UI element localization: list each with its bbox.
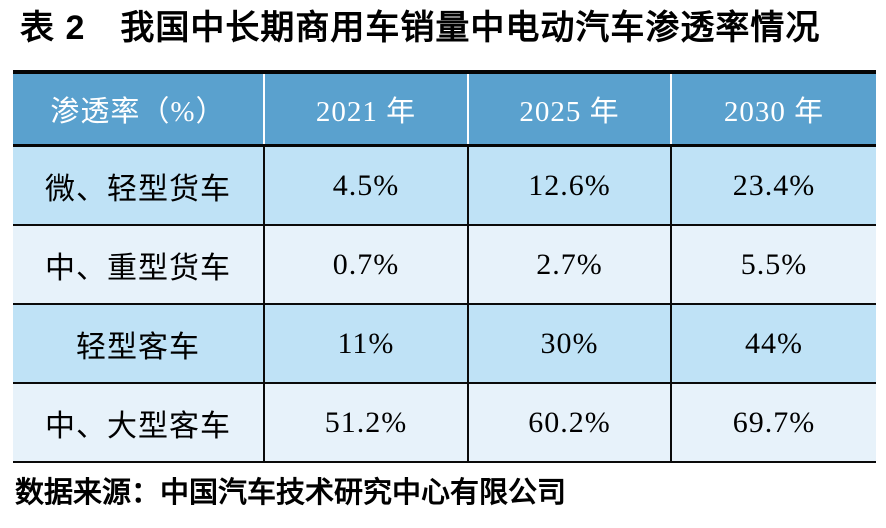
cell-value-2021: 11% (263, 305, 467, 382)
cell-value-2021: 0.7% (263, 226, 467, 303)
cell-value-2030: 23.4% (670, 147, 876, 224)
cell-category: 微、轻型货车 (45, 172, 231, 206)
table-caption: 表 2 我国中长期商用车销量中电动汽车渗透率情况 (20, 9, 821, 47)
cell-category: 轻型客车 (76, 330, 200, 364)
header-cell-2025: 2025 年 (467, 74, 670, 144)
table-row-medium-heavy-trucks: 中、重型货车 0.7% 2.7% 5.5% (13, 226, 876, 305)
cell-value-2021: 4.5% (263, 147, 467, 224)
cell-value-2030: 69.7% (670, 384, 876, 461)
cell-value-2030: 5.5% (670, 226, 876, 303)
cell-value-2021: 51.2% (263, 384, 467, 461)
header-cell-2021: 2021 年 (263, 74, 467, 144)
cell-value-2025: 60.2% (467, 384, 670, 461)
penetration-rate-table: 渗透率（%） 2021 年 2025 年 2030 年 微、轻型货车 4.5% … (13, 70, 876, 463)
cell-value-2030: 44% (670, 305, 876, 382)
table-row-micro-light-trucks: 微、轻型货车 4.5% 12.6% 23.4% (13, 147, 876, 226)
table-body: 微、轻型货车 4.5% 12.6% 23.4% 中、重型货车 0.7% 2.7%… (13, 147, 876, 463)
cell-value-2025: 2.7% (467, 226, 670, 303)
header-cell-2030: 2030 年 (670, 74, 876, 144)
cell-value-2025: 30% (467, 305, 670, 382)
data-source-note: 数据来源：中国汽车技术研究中心有限公司 (15, 477, 567, 509)
header-cell-metric: 渗透率（%） (50, 96, 226, 128)
table-row-light-buses: 轻型客车 11% 30% 44% (13, 305, 876, 384)
cell-value-2025: 12.6% (467, 147, 670, 224)
table-row-medium-large-buses: 中、大型客车 51.2% 60.2% 69.7% (13, 384, 876, 463)
table-header-row: 渗透率（%） 2021 年 2025 年 2030 年 (13, 74, 876, 147)
cell-category: 中、大型客车 (45, 409, 231, 443)
cell-category: 中、重型货车 (45, 251, 231, 285)
